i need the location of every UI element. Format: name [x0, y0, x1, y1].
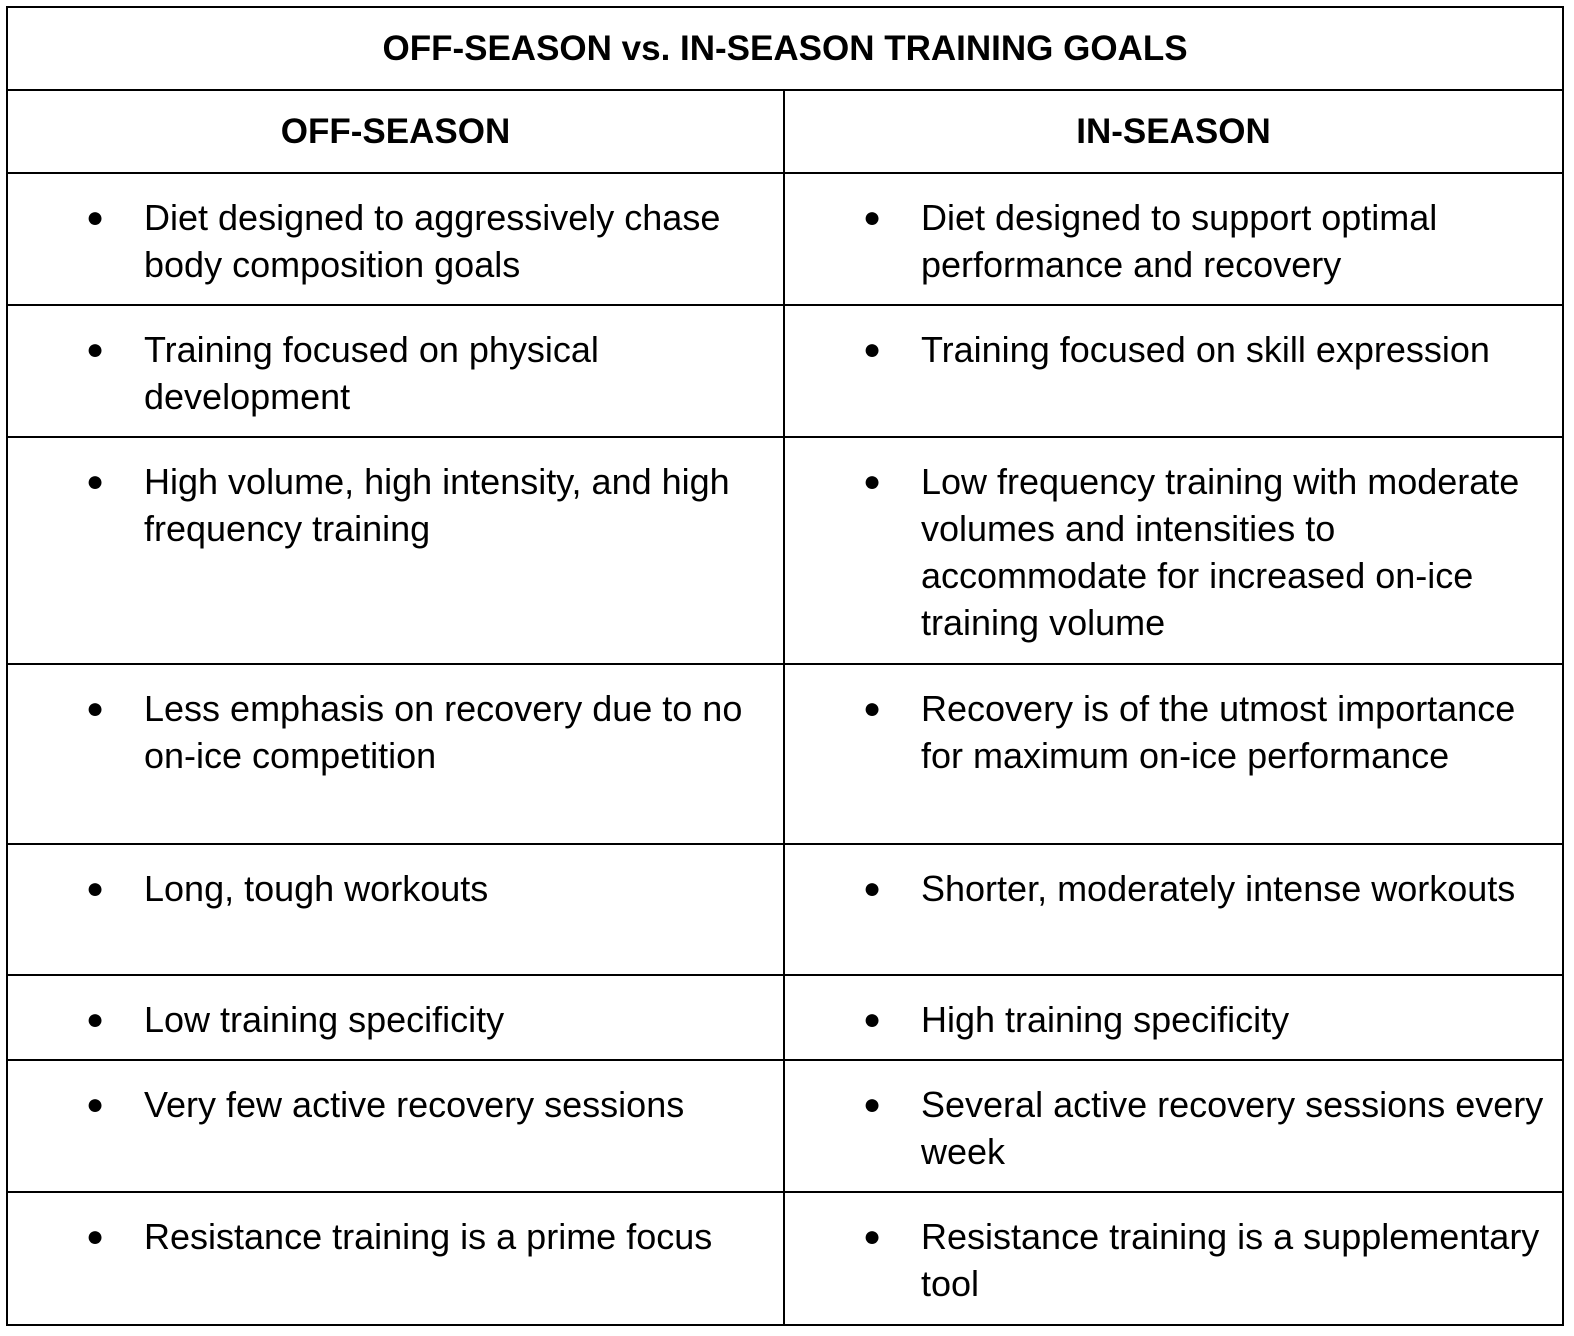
list-item: ● Training focused on physical developmen… — [8, 326, 783, 420]
column-header-in-season: IN-SEASON — [782, 89, 1565, 174]
bullet-icon: ● — [863, 465, 882, 498]
bullet-icon: ● — [86, 333, 105, 366]
list-item: ● Low frequency training with moderate vo… — [785, 458, 1562, 646]
list-item: ● Diet designed to support optimal perfor… — [785, 194, 1562, 288]
table-row: ● Training focused on physical developmen… — [6, 304, 1565, 438]
item-text: Resistance training is a supplementary t… — [921, 1216, 1540, 1304]
column-header-off-season: OFF-SEASON — [6, 89, 785, 174]
list-item: ● Training focused on skill expression — [785, 326, 1562, 373]
list-item: ● High volume, high intensity, and high f… — [8, 458, 783, 552]
off-season-cell: ● Diet designed to aggressively chase bod… — [6, 172, 785, 306]
in-season-cell: ● High training specificity — [782, 974, 1565, 1061]
bullet-icon: ● — [863, 1003, 882, 1036]
item-text: Low frequency training with moderate vol… — [921, 461, 1520, 643]
item-text: Shorter, moderately intense workouts — [921, 868, 1516, 909]
item-text: Diet designed to aggressively chase body… — [144, 197, 721, 285]
item-text: Several active recovery sessions every w… — [921, 1084, 1544, 1172]
bullet-icon: ● — [863, 692, 882, 725]
bullet-icon: ● — [863, 1088, 882, 1121]
list-item: ● Shorter, moderately intense workouts — [785, 865, 1562, 912]
off-season-cell: ● Very few active recovery sessions — [6, 1059, 785, 1193]
item-text: Training focused on skill expression — [921, 329, 1490, 370]
list-item: ● Less emphasis on recovery due to no on-… — [8, 685, 783, 779]
in-season-cell: ● Resistance training is a supplementary … — [782, 1191, 1565, 1326]
in-season-cell: ● Shorter, moderately intense workouts — [782, 843, 1565, 976]
bullet-icon: ● — [863, 201, 882, 234]
table-row: ● Resistance training is a prime focus ● Re… — [6, 1191, 1565, 1326]
list-item: ● Resistance training is a prime focus — [8, 1213, 783, 1260]
bullet-icon: ● — [86, 1088, 105, 1121]
list-item: ● Recovery is of the utmost importance fo… — [785, 685, 1562, 779]
item-text: Training focused on physical development — [144, 329, 599, 417]
list-item: ● High training specificity — [785, 996, 1562, 1043]
list-item: ● Diet designed to aggressively chase bod… — [8, 194, 783, 288]
item-text: Less emphasis on recovery due to no on-i… — [144, 688, 743, 776]
bullet-icon: ● — [86, 201, 105, 234]
item-text: Diet designed to support optimal perform… — [921, 197, 1438, 285]
item-text: Low training specificity — [144, 999, 505, 1040]
bullet-icon: ● — [86, 1003, 105, 1036]
table-title: OFF-SEASON vs. IN-SEASON TRAINING GOALS — [5, 6, 1565, 91]
in-season-cell: ● Low frequency training with moderate vo… — [782, 436, 1565, 665]
item-text: Resistance training is a prime focus — [144, 1216, 713, 1257]
table-row: ● Long, tough workouts ● Shorter, moderatel… — [6, 843, 1565, 976]
table-row: ● Less emphasis on recovery due to no on-… — [6, 663, 1565, 845]
off-season-cell: ● Less emphasis on recovery due to no on-… — [6, 663, 785, 845]
item-text: Recovery is of the utmost importance for… — [921, 688, 1516, 776]
in-season-cell: ● Diet designed to support optimal perfor… — [782, 172, 1565, 306]
bullet-icon: ● — [86, 692, 105, 725]
header-row: OFF-SEASON IN-SEASON — [6, 89, 1565, 174]
list-item: ● Long, tough workouts — [8, 865, 783, 912]
list-item: ● Low training specificity — [8, 996, 783, 1043]
table-row: ● Low training specificity ● High training … — [6, 974, 1565, 1061]
item-text: High training specificity — [921, 999, 1290, 1040]
bullet-icon: ● — [863, 872, 882, 905]
title-row: OFF-SEASON vs. IN-SEASON TRAINING GOALS — [5, 6, 1565, 91]
bullet-icon: ● — [863, 1220, 882, 1253]
in-season-cell: ● Recovery is of the utmost importance fo… — [782, 663, 1565, 845]
bullet-icon: ● — [86, 465, 105, 498]
in-season-cell: ● Several active recovery sessions every … — [782, 1059, 1565, 1193]
item-text: High volume, high intensity, and high fr… — [144, 461, 730, 549]
list-item: ● Several active recovery sessions every … — [785, 1081, 1562, 1175]
table-row: ● Diet designed to aggressively chase bod… — [6, 172, 1565, 306]
bullet-icon: ● — [863, 333, 882, 366]
item-text: Long, tough workouts — [144, 868, 489, 909]
item-text: Very few active recovery sessions — [144, 1084, 685, 1125]
off-season-cell: ● Long, tough workouts — [6, 843, 785, 976]
off-season-cell: ● Training focused on physical developmen… — [6, 304, 785, 438]
table-row: ● Very few active recovery sessions ● Sever… — [6, 1059, 1565, 1193]
off-season-cell: ● High volume, high intensity, and high f… — [6, 436, 785, 665]
list-item: ● Very few active recovery sessions — [8, 1081, 783, 1128]
off-season-cell: ● Resistance training is a prime focus — [6, 1191, 785, 1326]
in-season-cell: ● Training focused on skill expression — [782, 304, 1565, 438]
off-season-cell: ● Low training specificity — [6, 974, 785, 1061]
list-item: ● Resistance training is a supplementary … — [785, 1213, 1562, 1307]
bullet-icon: ● — [86, 1220, 105, 1253]
table-row: ● High volume, high intensity, and high f… — [6, 436, 1565, 665]
bullet-icon: ● — [86, 872, 105, 905]
training-goals-table: OFF-SEASON vs. IN-SEASON TRAINING GOALS … — [5, 6, 1565, 1326]
